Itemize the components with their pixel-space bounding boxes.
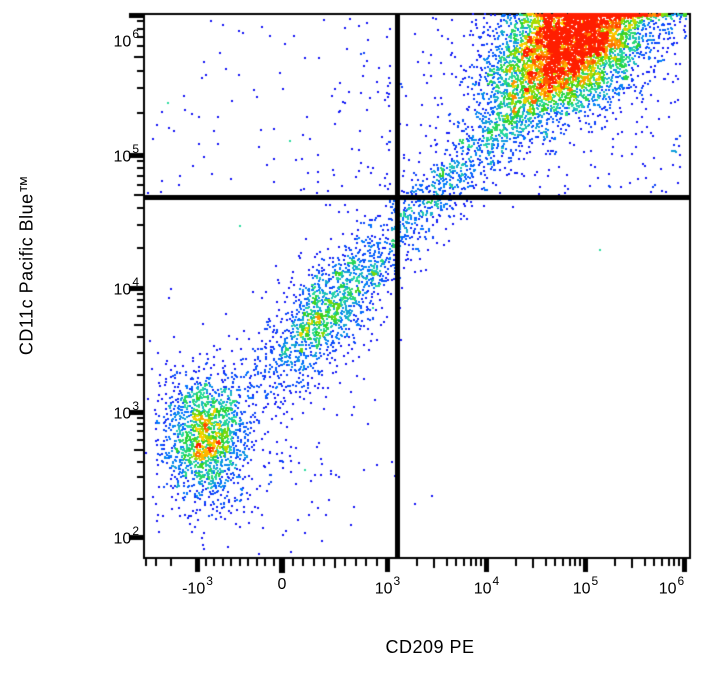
y-axis-title: CD11c Pacific Blue™ [16,174,37,356]
x-tick-label: -103 [182,574,213,598]
x-tick-label: 0 [277,576,287,593]
x-tick-label: 105 [572,574,599,598]
x-tick-label: 106 [658,574,685,598]
y-tick-label: 104 [113,275,139,299]
y-tick-label: 106 [113,27,139,51]
y-tick-label: 103 [113,399,139,423]
y-tick-label: 102 [113,524,139,548]
y-tick-label: 105 [113,142,139,166]
x-axis-title: CD209 PE [385,637,475,657]
x-tick-label: 104 [473,574,500,598]
x-tick-label: 103 [374,574,401,598]
